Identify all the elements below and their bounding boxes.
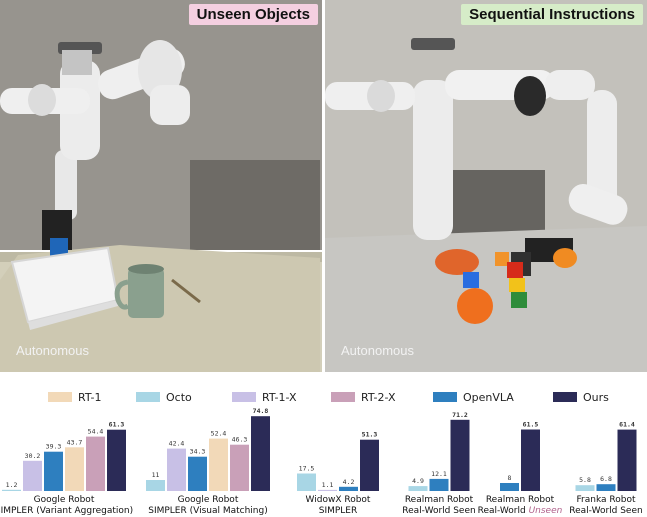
bar-rt-1-x-group-1 <box>23 460 42 491</box>
bar-ours-group-2 <box>251 416 270 491</box>
panel-badge-unseen-objects: Unseen Objects <box>188 4 318 25</box>
bar-value-label: 42.4 <box>169 440 185 448</box>
robot-scene-right <box>325 0 647 372</box>
bar-value-label: 61.4 <box>619 421 635 429</box>
legend-label-rt-1: RT-1 <box>78 391 102 404</box>
bar-value-label: 74.8 <box>253 407 269 415</box>
bar-value-label: 61.5 <box>523 421 539 429</box>
bar-value-label: 8 <box>508 474 512 482</box>
bar-value-label: 61.3 <box>109 421 125 429</box>
bar-rt-2-x-group-1 <box>86 436 105 491</box>
group-label-line-2: Real-World Seen <box>402 506 475 516</box>
bar-rt-1-x-group-3 <box>318 489 337 491</box>
group-label-line-1: Google Robot <box>178 495 239 505</box>
bar-value-label: 11 <box>152 471 160 479</box>
bar-octo-group-6 <box>575 485 595 491</box>
bar-value-label: 30.2 <box>25 452 41 460</box>
legend-label-rt-2-x: RT-2-X <box>361 391 396 404</box>
bar-openvla-group-5 <box>500 483 519 491</box>
group-label-line-1: Google Robot <box>34 495 95 505</box>
chart-bars: 1.2 30.2 39.3 43.7 54.4 61.3 11 42.4 34.3 52.4 46.… <box>2 407 637 491</box>
bar-ours-group-5 <box>521 429 540 491</box>
bar-value-label: 17.5 <box>299 465 315 473</box>
bar-octo-group-2 <box>146 480 165 491</box>
bar-value-label: 5.8 <box>579 476 591 484</box>
legend-label-octo: Octo <box>166 391 192 404</box>
bar-octo-group-4 <box>408 486 428 491</box>
robot-scene-left <box>0 0 322 372</box>
bar-value-label: 4.2 <box>343 478 355 486</box>
bar-value-label: 52.4 <box>211 430 227 438</box>
legend-swatch-rt-1-x <box>232 392 256 402</box>
bar-value-label: 71.2 <box>452 411 468 419</box>
legend-swatch-ours <box>553 392 577 402</box>
bar-value-label: 1.1 <box>322 481 334 489</box>
bar-ours-group-6 <box>617 429 637 491</box>
bar-value-label: 34.3 <box>190 448 206 456</box>
legend-swatch-openvla <box>433 392 457 402</box>
legend-label-rt-1-x: RT-1-X <box>262 391 297 404</box>
group-label-line-1: WidowX Robot <box>306 495 371 505</box>
panel-caption-autonomous-2: Autonomous <box>341 343 414 358</box>
bar-value-label: 1.2 <box>6 481 18 489</box>
bar-ours-group-3 <box>360 439 379 491</box>
bar-openvla-group-4 <box>429 478 449 491</box>
group-label-line-1: Franka Robot <box>577 495 636 505</box>
group-label-line-2: Real-World Unseen <box>478 506 563 516</box>
bar-value-label: 39.3 <box>46 443 62 451</box>
group-label-line-1: Realman Robot <box>486 495 555 505</box>
bar-value-label: 51.3 <box>362 431 378 439</box>
group-label-line-2: SIMPLER (Variant Aggregation) <box>0 506 133 516</box>
panel-badge-sequential-instructions: Sequential Instructions <box>461 4 643 25</box>
legend-swatch-rt-1 <box>48 392 72 402</box>
photo-sequential-instructions: Sequential Instructions Autonomous <box>325 0 647 372</box>
bar-openvla-group-3 <box>339 486 358 491</box>
success-rate-bar-chart: RT-1 Octo RT-1-X RT-2-X OpenVLA Ours 1.2 30.2 3… <box>0 391 643 516</box>
group-label-line-1: Realman Robot <box>405 495 474 505</box>
bar-openvla-group-6 <box>596 484 616 491</box>
bar-rt-1-x-group-2 <box>167 448 186 491</box>
bar-value-label: 46.3 <box>232 436 248 444</box>
legend-label-openvla: OpenVLA <box>463 391 514 404</box>
group-label-line-2: SIMPLER (Visual Matching) <box>148 506 268 516</box>
legend-label-ours: Ours <box>583 391 609 404</box>
bar-openvla-group-2 <box>188 456 207 491</box>
group-label-line-2: Real-World Seen <box>569 506 642 516</box>
chart-legend: RT-1 Octo RT-1-X RT-2-X OpenVLA Ours <box>48 391 609 404</box>
bar-octo-group-1 <box>2 489 21 491</box>
bar-rt-1-group-1 <box>65 447 84 491</box>
bar-value-label: 4.9 <box>412 477 424 485</box>
bar-rt-2-x-group-2 <box>230 444 249 491</box>
panel-caption-autonomous: Autonomous <box>16 343 89 358</box>
bar-ours-group-1 <box>107 429 126 491</box>
photo-unseen-objects: Unseen Objects Autonomous <box>0 0 322 372</box>
legend-swatch-rt-2-x <box>331 392 355 402</box>
bar-value-label: 43.7 <box>67 438 83 446</box>
bar-ours-group-4 <box>450 419 470 491</box>
bar-openvla-group-1 <box>44 451 63 491</box>
legend-swatch-octo <box>136 392 160 402</box>
bar-octo-group-3 <box>297 473 316 491</box>
bar-value-label: 54.4 <box>88 428 104 436</box>
group-label-line-2: SIMPLER <box>319 506 358 516</box>
bar-rt-1-group-2 <box>209 438 228 491</box>
bar-value-label: 6.8 <box>600 475 612 483</box>
bar-value-label: 12.1 <box>431 470 447 478</box>
